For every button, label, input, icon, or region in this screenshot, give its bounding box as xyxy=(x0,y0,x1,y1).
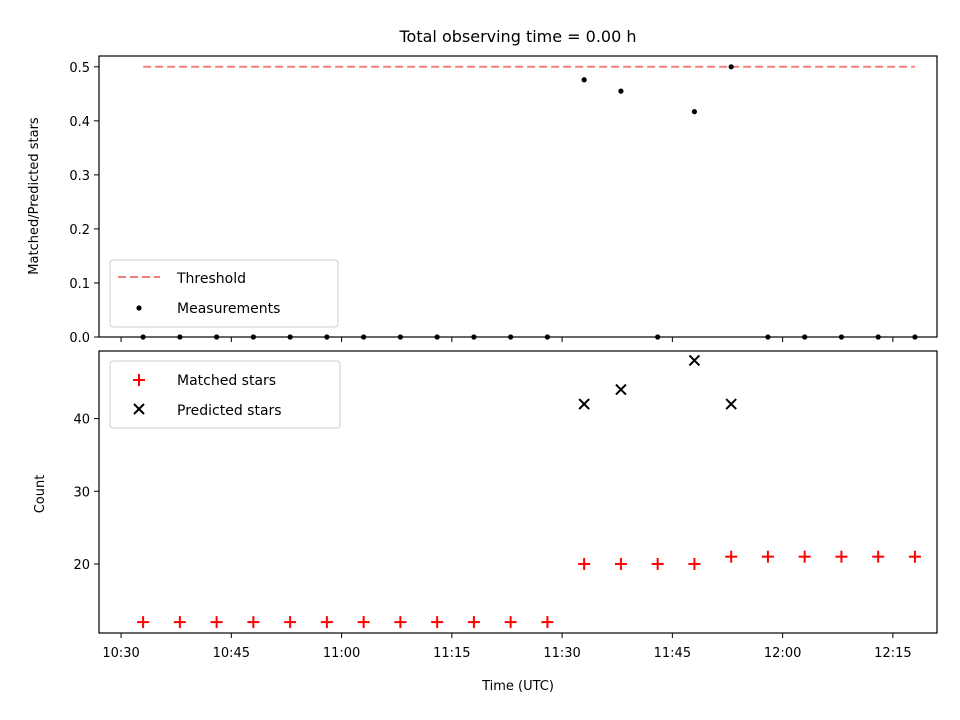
bottom-plot-content xyxy=(137,354,921,629)
bottom-legend-box xyxy=(109,360,341,429)
predicted-legend-label: Predicted stars xyxy=(177,403,282,419)
bottom-y-tick-label: 20 xyxy=(73,558,90,573)
matched-star-point xyxy=(651,557,664,570)
x-tick-label: 11:30 xyxy=(543,646,580,661)
top-y-tick-label: 0.5 xyxy=(69,61,90,76)
x-axis-label: Time (UTC) xyxy=(481,679,554,694)
chart-title: Total observing time = 0.00 h xyxy=(398,27,636,46)
measurements-legend-label: Measurements xyxy=(177,301,280,317)
matched-star-point xyxy=(173,616,186,629)
top-y-tick-label: 0.4 xyxy=(69,115,90,130)
top-plot-frame xyxy=(98,55,938,338)
bottom-plot: 20 30 40 10:30 10:45 11:00 11:15 11:30 11:45 12:… xyxy=(33,350,938,694)
predicted-star-point xyxy=(615,383,627,396)
predicted-legend-swatch xyxy=(133,403,145,415)
matched-star-point xyxy=(835,550,848,563)
matched-legend-label: Matched stars xyxy=(177,373,276,389)
bottom-y-ticks: 20 30 40 xyxy=(73,413,99,573)
predicted-marker-b xyxy=(688,354,701,367)
matched-star-point xyxy=(908,550,921,563)
matched-star-point xyxy=(541,616,554,629)
matched-star-point xyxy=(725,550,738,563)
top-y-tick-label: 0.2 xyxy=(69,223,90,238)
predicted-star-point xyxy=(578,398,590,410)
matched-star-point xyxy=(357,616,370,629)
top-legend-box xyxy=(109,259,339,328)
measurement-point xyxy=(581,77,587,83)
top-y-tick-label: 0.1 xyxy=(69,277,90,292)
matched-star-point xyxy=(247,616,260,629)
matched-star-point xyxy=(578,557,591,570)
x-tick-label: 12:00 xyxy=(764,646,801,661)
x-tick-label: 10:30 xyxy=(102,646,139,661)
top-y-tick-label: 0.0 xyxy=(69,331,90,346)
x-tick-label: 11:45 xyxy=(654,646,691,661)
top-y-tick-label: 0.3 xyxy=(69,169,90,184)
x-tick-label: 11:15 xyxy=(433,646,470,661)
matched-star-point xyxy=(467,616,480,629)
top-x-ticks xyxy=(120,337,894,342)
x-tick-label: 10:45 xyxy=(213,646,250,661)
predicted-marker-b xyxy=(725,398,737,410)
threshold-legend-label: Threshold xyxy=(176,271,246,287)
predicted-marker-b xyxy=(578,398,590,410)
matched-star-point xyxy=(614,557,627,570)
predicted-star-point xyxy=(725,398,737,410)
bottom-x-ticks: 10:30 10:45 11:00 11:15 11:30 11:45 12:00 12:15 xyxy=(102,633,912,661)
measurement-point xyxy=(691,109,698,115)
bottom-y-tick-label: 30 xyxy=(73,485,90,500)
matched-star-point xyxy=(798,550,811,563)
x-tick-label: 12:15 xyxy=(874,646,911,661)
measurements-legend-swatch xyxy=(136,305,142,311)
bottom-y-tick-label: 40 xyxy=(73,413,90,428)
matched-star-point xyxy=(210,616,223,629)
matched-star-point xyxy=(872,550,885,563)
bottom-legend: Matched stars Predicted stars xyxy=(109,360,341,429)
matched-star-point xyxy=(394,616,407,629)
x-tick-label: 11:00 xyxy=(323,646,360,661)
top-plot: 0.0 0.1 0.2 0.3 0.4 0.5 Matched/Predicted sta… xyxy=(27,55,938,346)
measurement-point xyxy=(618,88,624,94)
top-legend: Threshold Measurements xyxy=(109,259,339,328)
matched-legend-swatch xyxy=(133,374,145,386)
matched-star-point xyxy=(761,550,774,563)
matched-star-point xyxy=(137,616,150,629)
bottom-y-axis-label: Count xyxy=(33,475,48,514)
measurement-point xyxy=(728,64,734,70)
matched-star-point xyxy=(284,616,297,629)
matched-star-point xyxy=(320,616,333,629)
bottom-plot-frame xyxy=(98,350,938,634)
top-y-ticks: 0.0 0.1 0.2 0.3 0.4 0.5 xyxy=(69,61,99,346)
matched-star-point xyxy=(504,616,517,629)
matched-star-point xyxy=(431,616,444,629)
matched-star-point xyxy=(688,557,701,570)
predicted-star-point xyxy=(688,354,701,367)
predicted-marker-b xyxy=(615,383,627,396)
top-y-axis-label: Matched/Predicted stars xyxy=(27,117,42,275)
